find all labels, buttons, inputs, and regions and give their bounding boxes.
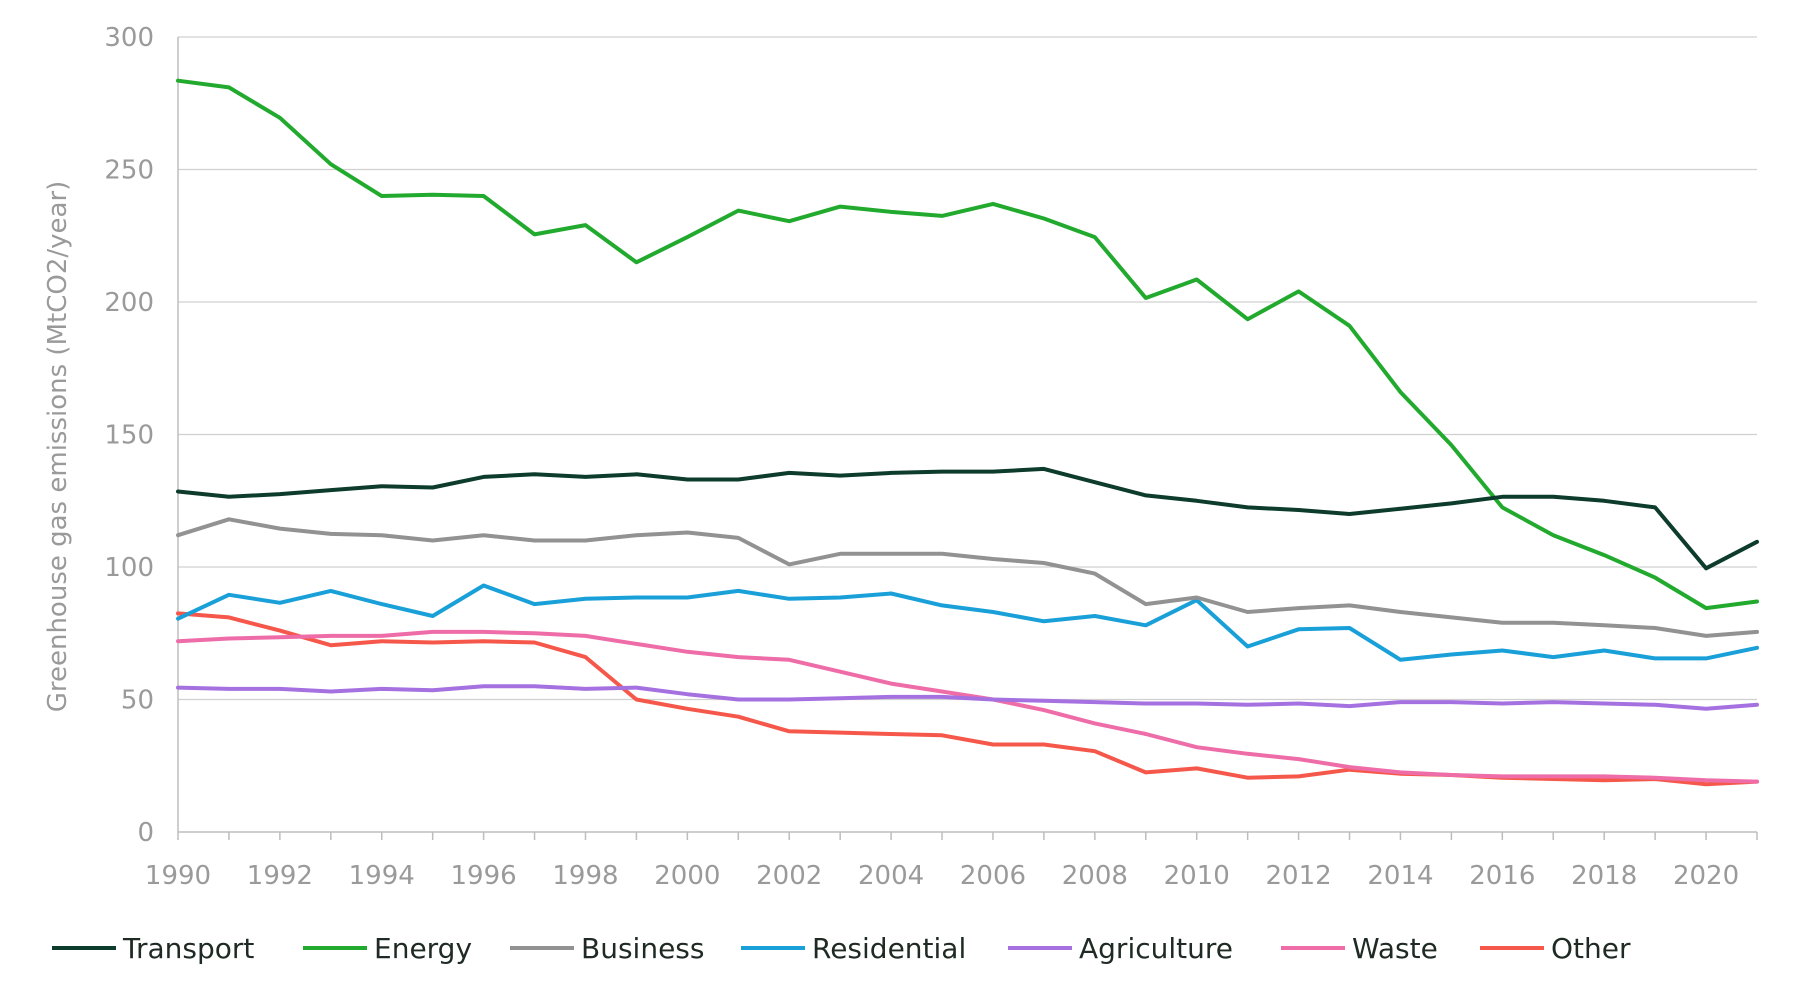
legend-label-business: Business (581, 932, 704, 965)
x-tick-label: 1994 (349, 861, 415, 891)
legend-label-residential: Residential (812, 932, 966, 965)
y-tick-label: 250 (104, 156, 154, 186)
series-line-business (176, 517, 1759, 638)
legend-label-energy: Energy (374, 932, 472, 965)
legend-label-waste: Waste (1352, 932, 1438, 965)
series-line-energy (176, 78, 1759, 611)
x-tick-label: 1996 (451, 861, 517, 891)
x-tick-label: 2008 (1062, 861, 1128, 891)
x-tick-label: 2016 (1469, 861, 1535, 891)
legend: Transport Energy Business Residential Agricu… (52, 932, 1631, 965)
y-tick-label: 0 (137, 818, 154, 848)
y-tick-label: 200 (104, 288, 154, 318)
x-tick-label: 2020 (1673, 861, 1739, 891)
x-tick-labels: 1990 1992 1994 1996 1998 2000 2002 2004 2006 2008… (145, 861, 1739, 891)
grid-lines (178, 36, 1757, 701)
series-line-agriculture (176, 684, 1759, 711)
x-tick-label: 1990 (145, 861, 211, 891)
y-tick-label: 150 (104, 421, 154, 451)
legend-label-agriculture: Agriculture (1079, 932, 1233, 965)
series-line-transport (176, 466, 1759, 571)
series-lines (176, 78, 1759, 787)
x-tick-label: 2012 (1265, 861, 1331, 891)
x-tick-label: 1992 (247, 861, 313, 891)
x-tick-label: 2014 (1367, 861, 1433, 891)
y-tick-label: 100 (104, 553, 154, 583)
y-tick-label: 50 (121, 686, 154, 716)
y-tick-labels: 0 50 100 150 200 250 300 (104, 23, 154, 848)
legend-label-transport: Transport (122, 932, 254, 965)
axes (177, 37, 1758, 840)
series-line-residential (176, 583, 1759, 662)
x-tick-label: 2002 (756, 861, 822, 891)
legend-label-other: Other (1551, 932, 1631, 965)
x-tick-label: 2004 (858, 861, 924, 891)
x-tick-label: 1998 (552, 861, 618, 891)
x-tick-label: 2010 (1164, 861, 1230, 891)
y-tick-label: 300 (104, 23, 154, 53)
x-tick-label: 2006 (960, 861, 1026, 891)
y-axis-title: Greenhouse gas emissions (MtCO2/year) (43, 181, 73, 713)
x-tick-label: 2000 (654, 861, 720, 891)
x-tick-label: 2018 (1571, 861, 1637, 891)
series-line-waste (176, 629, 1759, 784)
